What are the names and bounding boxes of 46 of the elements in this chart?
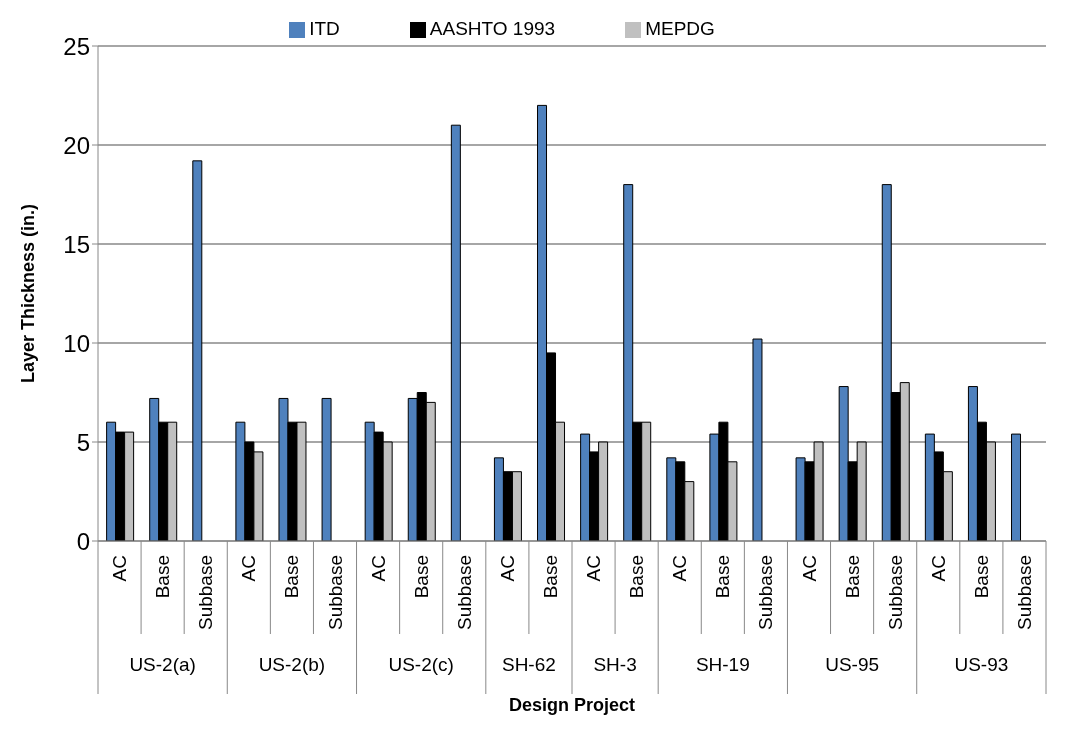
x-tick-label: Base	[410, 555, 432, 599]
x-tick-label: Subbase	[324, 555, 346, 631]
legend-label: ITD	[309, 18, 340, 39]
x-tick-label: Subbase	[453, 555, 475, 631]
x-tick-label: Subbase	[1013, 555, 1035, 631]
x-tick-label: AC	[238, 555, 260, 582]
x-tick-label: Subbase	[755, 555, 777, 631]
text: US-95	[825, 653, 880, 675]
y-tick-label: 20	[63, 131, 90, 159]
x-tick-label: Base	[539, 555, 561, 599]
x-tick-label: AC	[583, 555, 605, 582]
bar	[450, 124, 461, 541]
y-tick-label: 25	[63, 32, 90, 60]
x-tick-label: Subbase	[195, 555, 217, 631]
text: US-2(c)	[388, 653, 454, 675]
y-tick-label: 15	[63, 230, 90, 258]
x-tick-label: AC	[669, 555, 691, 582]
x-tick-label: Base	[152, 555, 174, 599]
x-tick-label: Base	[626, 555, 648, 599]
text: US-2(a)	[129, 653, 196, 675]
x-tick-label: AC	[496, 555, 518, 582]
x-tick-label: Base	[712, 555, 734, 599]
bar	[752, 338, 763, 541]
x-tick-label: Base	[281, 555, 303, 599]
legend-label: AASHTO 1993	[429, 18, 556, 39]
x-tick-label: Base	[970, 555, 992, 599]
text: US-2(b)	[258, 653, 326, 675]
x-tick-label: AC	[798, 555, 820, 582]
x-tick-label: AC	[927, 555, 949, 582]
text: SH-3	[593, 653, 637, 675]
text: SH-19	[695, 653, 750, 675]
x-tick-label: AC	[367, 555, 389, 582]
x-tick-label: Subbase	[884, 555, 906, 631]
bar	[321, 397, 332, 541]
y-tick-label: 10	[63, 329, 90, 357]
y-axis-title: Layer Thickness (in.)	[18, 203, 39, 384]
x-tick-label: AC	[109, 555, 131, 582]
bar	[1011, 433, 1022, 541]
legend-label: MEPDG	[645, 18, 715, 39]
y-tick-label: 5	[76, 428, 90, 456]
text: SH-62	[501, 653, 556, 675]
x-tick-label: Base	[841, 555, 863, 599]
bar	[192, 160, 203, 541]
y-tick-label: 0	[76, 527, 90, 555]
x-axis-title: Design Project	[508, 695, 636, 715]
text: US-93	[954, 653, 1009, 675]
